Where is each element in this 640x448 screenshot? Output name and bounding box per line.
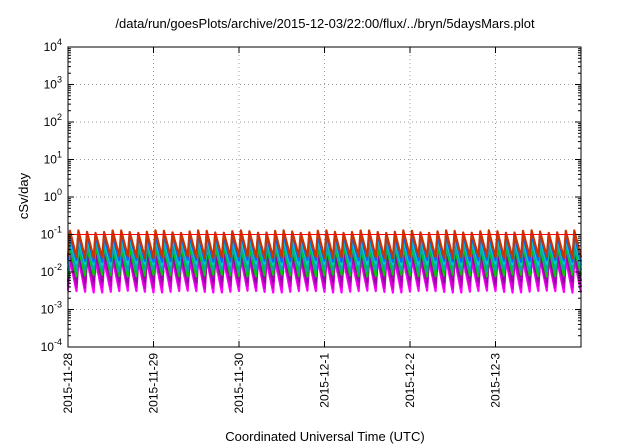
x-tick-label: 2015-11-28 xyxy=(61,353,75,414)
series-line xyxy=(66,249,583,284)
series-line xyxy=(66,243,583,278)
x-axis-title: Coordinated Universal Time (UTC) xyxy=(225,429,424,444)
x-tick-label: 2015-12-2 xyxy=(403,353,417,408)
y-axis-title: cSv/day xyxy=(16,172,31,219)
grid xyxy=(68,47,581,347)
series-line xyxy=(66,235,583,267)
y-tick-label: 10-2 xyxy=(41,262,62,279)
x-tick-label: 2015-12-1 xyxy=(318,353,332,408)
series-line xyxy=(66,232,583,263)
y-tick-label: 103 xyxy=(44,75,62,92)
y-tick-label: 101 xyxy=(44,150,62,167)
series-line xyxy=(66,252,583,289)
series-line xyxy=(66,229,583,260)
y-tick-label: 10-3 xyxy=(41,300,62,317)
series-layer xyxy=(66,229,583,294)
series-line xyxy=(66,239,583,273)
series-line xyxy=(66,256,583,294)
x-axis-ticks: 2015-11-28 2015-11-29 2015-11-30 2015-12-1 2… xyxy=(61,47,503,414)
y-tick-label: 104 xyxy=(44,37,62,54)
y-tick-label: 10-1 xyxy=(41,225,62,242)
y-tick-label: 102 xyxy=(44,112,62,129)
x-tick-label: 2015-12-3 xyxy=(489,353,503,408)
x-tick-label: 2015-11-29 xyxy=(147,353,161,414)
y-axis-ticks: 10-4 10-3 10-2 10-1 100 101 102 103 104 xyxy=(41,37,581,354)
y-tick-label: 10-4 xyxy=(41,337,62,354)
chart-title: /data/run/goesPlots/archive/2015-12-03/2… xyxy=(115,16,535,31)
x-tick-label: 2015-11-30 xyxy=(232,353,246,414)
y-tick-label: 100 xyxy=(44,187,62,204)
